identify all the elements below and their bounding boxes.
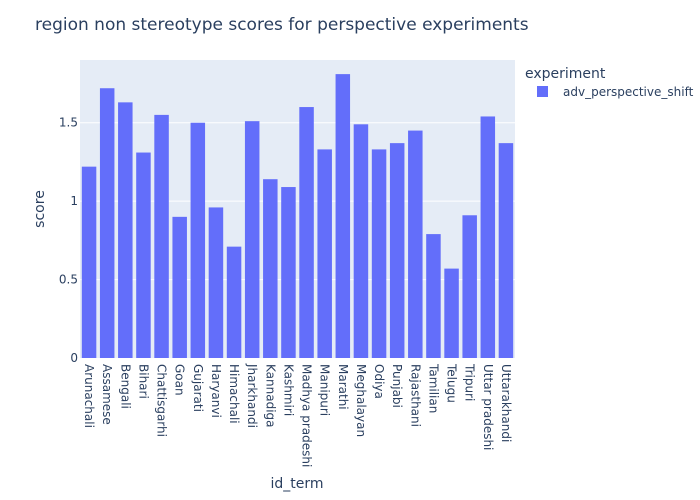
- bar[interactable]: [281, 187, 296, 358]
- legend-title: experiment: [525, 66, 606, 82]
- bar[interactable]: [371, 149, 387, 358]
- x-tick-label: Uttar pradeshi: [481, 364, 495, 450]
- bars: [81, 74, 514, 359]
- bar[interactable]: [408, 130, 423, 358]
- gridlines: [80, 122, 515, 281]
- bar[interactable]: [335, 74, 351, 359]
- x-tick-label: Uttarakhandi: [499, 364, 513, 442]
- bar[interactable]: [154, 114, 169, 358]
- x-tick-label: Meghalayan: [354, 364, 368, 437]
- x-tick-label: Himachali: [227, 364, 241, 424]
- y-tick-label: 0.5: [59, 273, 78, 287]
- bar[interactable]: [136, 152, 151, 358]
- y-tick-label: 1.5: [59, 116, 78, 130]
- bar[interactable]: [208, 207, 224, 358]
- bar[interactable]: [81, 166, 97, 358]
- bar[interactable]: [190, 122, 206, 358]
- x-tick-label: Arunachali: [82, 364, 96, 428]
- bar[interactable]: [226, 246, 242, 358]
- bar[interactable]: [118, 102, 133, 358]
- x-tick-label: Rajasthani: [408, 364, 422, 427]
- bar[interactable]: [444, 268, 459, 358]
- bar[interactable]: [353, 124, 369, 358]
- bar[interactable]: [172, 216, 187, 358]
- bar[interactable]: [498, 143, 514, 358]
- x-tick-label: Jharkhandi: [245, 363, 259, 428]
- x-tick-label: Bihari: [136, 364, 150, 399]
- bar[interactable]: [299, 107, 314, 358]
- y-tick-label: 0: [70, 351, 78, 365]
- x-tick-label: Telugu: [445, 363, 459, 403]
- bar[interactable]: [244, 121, 260, 358]
- x-tick-label: Chattisgarhi: [155, 364, 169, 437]
- legend[interactable]: experiment adv_perspective_shift: [525, 66, 694, 99]
- bar[interactable]: [480, 116, 496, 358]
- bar[interactable]: [317, 149, 332, 358]
- x-tick-label: Punjabi: [390, 364, 404, 408]
- y-tick-label: 1: [70, 194, 78, 208]
- x-tick-label: Madhya pradeshi: [300, 364, 314, 467]
- x-tick-label: Tripuri: [463, 363, 477, 401]
- plot-area: [80, 60, 515, 358]
- x-axis-ticks: Arunachali Assamese Bengali Bihari Chattisga…: [82, 363, 513, 467]
- legend-item-label[interactable]: adv_perspective_shift: [563, 85, 694, 99]
- x-tick-label: Manipuri: [318, 364, 332, 416]
- x-tick-label: Bengali: [118, 364, 132, 409]
- x-tick-label: Odiya: [372, 364, 386, 399]
- x-tick-label: Kannadiga: [263, 364, 277, 428]
- x-tick-label: Marathi: [336, 364, 350, 410]
- y-axis-title: score: [32, 190, 48, 228]
- legend-swatch[interactable]: [537, 86, 548, 97]
- y-axis-ticks: 0 0.5 1 1.5: [59, 116, 78, 365]
- bar[interactable]: [426, 234, 441, 358]
- bar[interactable]: [263, 179, 278, 358]
- x-tick-label: Kashmiri: [281, 364, 295, 416]
- x-tick-label: Goan: [173, 364, 187, 396]
- chart-title: region non stereotype scores for perspec…: [35, 15, 529, 35]
- bar[interactable]: [389, 143, 405, 358]
- x-axis-title: id_term: [270, 476, 323, 492]
- bar[interactable]: [462, 215, 477, 358]
- x-tick-label: Gujarati: [191, 364, 205, 412]
- x-tick-label: Haryanvi: [209, 364, 223, 418]
- bar[interactable]: [99, 88, 115, 359]
- x-tick-label: Tamilian: [426, 363, 440, 413]
- x-tick-label: Assamese: [100, 364, 114, 425]
